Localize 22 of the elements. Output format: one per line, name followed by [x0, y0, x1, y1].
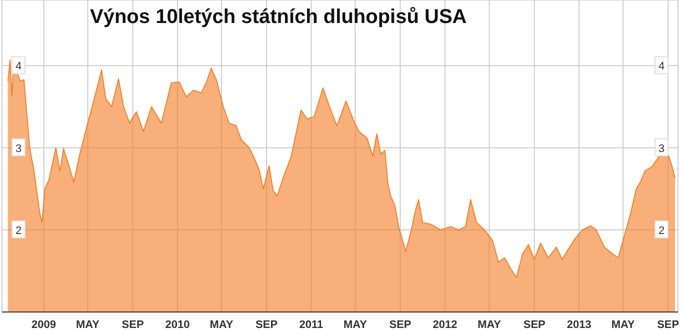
y2-tick-label: 4 — [658, 60, 665, 73]
x-tick-label: SEP — [389, 318, 412, 330]
x-tick-label: 2013 — [566, 318, 592, 330]
x-tick-label: 2009 — [32, 318, 56, 330]
x-tick-label: MAY — [76, 318, 100, 330]
x-tick-label: 2010 — [165, 318, 190, 330]
y-tick-label: 2 — [15, 224, 22, 237]
x-tick-label: SEP — [122, 318, 144, 330]
y-tick-label: 4 — [15, 60, 22, 73]
y-tick-label: 3 — [15, 142, 22, 155]
x-tick-label: MAY — [210, 318, 234, 330]
chart-title: Výnos 10letých státních dluhopisů USA — [90, 6, 467, 29]
x-tick-label: SEP — [523, 318, 546, 330]
x-tick-label: 2012 — [432, 318, 458, 330]
x-tick-label: SEP — [657, 318, 680, 330]
x-tick-label: MAY — [343, 318, 368, 330]
x-tick-label: SEP — [256, 318, 278, 330]
y2-tick-label: 2 — [658, 224, 665, 237]
x-tick-label: MAY — [478, 318, 502, 330]
x-tick-label: MAY — [611, 318, 636, 330]
y2-tick-label: 3 — [658, 142, 665, 155]
x-tick-label: 2011 — [299, 318, 324, 330]
